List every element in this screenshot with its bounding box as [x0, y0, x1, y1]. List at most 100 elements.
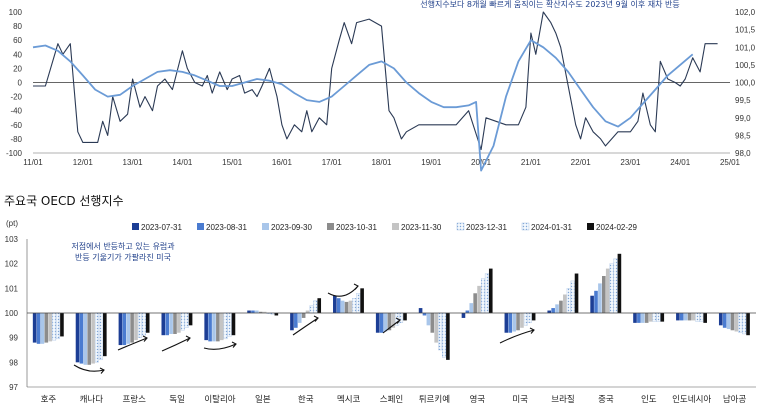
- bar-mark: [484, 273, 489, 314]
- legend-swatch: [327, 223, 334, 230]
- bar-category-label: 멕시코: [337, 394, 361, 405]
- top-right-tick-label: 101,5: [735, 26, 756, 35]
- bar-chart-title: 주요국 OECD 선행지수: [4, 193, 124, 208]
- top-right-tick-label: 102,0: [735, 8, 756, 17]
- trend-arrow: [292, 317, 319, 336]
- bar-mark: [180, 312, 185, 331]
- bar-mark: [204, 313, 208, 341]
- bar-mark: [216, 313, 220, 342]
- trend-arrow-head: [99, 367, 105, 374]
- bar-y-tick-label: 103: [5, 235, 19, 244]
- bar-y-tick-label: 101: [5, 284, 19, 293]
- top-left-tick-label: 0: [18, 79, 23, 88]
- top-left-tick-label: 80: [13, 22, 22, 31]
- bar-mark: [103, 313, 107, 357]
- bar-mark: [356, 293, 361, 314]
- bar-mark: [309, 305, 314, 314]
- legend-label: 2024-01-31: [531, 223, 572, 232]
- bar-mark: [703, 313, 707, 323]
- bar-mark: [446, 313, 450, 360]
- bar-category-label: 인도: [641, 394, 657, 405]
- bar-y-tick-label: 99: [9, 334, 18, 343]
- bar-annotation-text: 반등 기울기가 가팔라진 미국: [75, 252, 171, 262]
- top-right-tick-label: 98,0: [735, 149, 751, 158]
- bar-mark: [344, 301, 349, 313]
- bar-mark: [145, 313, 150, 333]
- bar-mark: [36, 313, 41, 344]
- trend-arrow-head: [353, 283, 359, 290]
- top-x-tick-label: 18/01: [371, 158, 392, 167]
- legend-label: 2024-02-29: [596, 223, 637, 232]
- top-left-tick-label: 100: [9, 8, 23, 17]
- bar-category-label: 호주: [41, 395, 57, 405]
- bar-mark: [208, 313, 212, 342]
- bar-category-label: 캐나다: [80, 395, 104, 405]
- top-x-tick-label: 14/01: [172, 158, 193, 167]
- bar-mark: [297, 313, 302, 323]
- bar-mark: [301, 313, 306, 318]
- bar-y-tick-label: 100: [5, 309, 19, 318]
- legend-label: 2023-11-30: [401, 223, 442, 232]
- bar-mark: [188, 313, 193, 326]
- bar-mark: [98, 312, 103, 361]
- bar-mark: [231, 313, 236, 336]
- bar-mark: [399, 312, 404, 324]
- bar-mark: [165, 313, 169, 336]
- bar-mark: [660, 313, 665, 322]
- legend-swatch: [392, 223, 399, 230]
- bar-mark: [340, 300, 345, 313]
- bar-mark: [551, 308, 555, 313]
- bar-category-label: 이탈리아: [204, 394, 235, 405]
- bar-category-label: 영국: [469, 394, 485, 405]
- trend-arrow-head: [313, 315, 319, 322]
- bar-mark: [695, 312, 700, 322]
- bar-mark: [508, 313, 513, 333]
- bar-mark: [722, 313, 727, 328]
- top-x-tick-label: 15/01: [222, 158, 243, 167]
- top-chart-subtitle: 선행지수보다 8개월 빠르게 움직이는 확산지수도 2023년 9월 이후 재차…: [420, 0, 680, 9]
- top-left-tick-label: -40: [10, 107, 22, 116]
- bar-mark: [262, 311, 267, 313]
- bar-mark: [594, 290, 598, 313]
- bar-mark: [469, 303, 474, 313]
- bar-mark: [676, 313, 680, 321]
- top-left-tick-label: 40: [13, 50, 22, 59]
- legend-swatch: [197, 223, 204, 230]
- legend-label: 2023-09-30: [271, 223, 312, 232]
- bar-mark: [555, 304, 559, 313]
- top-right-tick-label: 101,0: [735, 43, 756, 52]
- bar-mark: [426, 313, 431, 326]
- bar-mark: [219, 313, 224, 341]
- legend-label: 2023-08-31: [206, 223, 247, 232]
- bar-mark: [648, 313, 653, 322]
- bar-mark: [461, 313, 466, 318]
- bar-category-label: 한국: [298, 395, 314, 405]
- bar-mark: [134, 313, 138, 341]
- top-left-tick-label: 20: [13, 64, 22, 73]
- bar-mark: [570, 280, 575, 314]
- bar-mark: [746, 313, 750, 336]
- top-x-tick-label: 19/01: [421, 158, 442, 167]
- trend-arrow-head: [185, 335, 191, 342]
- bar-mark: [598, 283, 602, 313]
- legend-label: 2023-12-31: [466, 223, 507, 232]
- bar-category-label: 스페인: [380, 394, 403, 405]
- bar-mark: [290, 313, 294, 331]
- bar-mark: [126, 313, 131, 344]
- trend-arrow: [161, 337, 191, 352]
- trend-arrow-head: [529, 327, 535, 334]
- bar-mark: [95, 312, 99, 363]
- top-left-tick-label: -100: [6, 149, 23, 158]
- top-right-tick-label: 99,0: [735, 114, 751, 123]
- bar-mark: [613, 258, 618, 314]
- bar-mark: [652, 312, 657, 322]
- bar-mark: [730, 313, 735, 331]
- trend-arrow: [327, 285, 359, 297]
- legend-swatch: [521, 222, 530, 231]
- bar-mark: [294, 313, 298, 328]
- bar-mark: [742, 312, 747, 335]
- trend-arrow: [73, 364, 105, 372]
- bar-mark: [375, 313, 380, 333]
- legend-swatch: [262, 223, 269, 230]
